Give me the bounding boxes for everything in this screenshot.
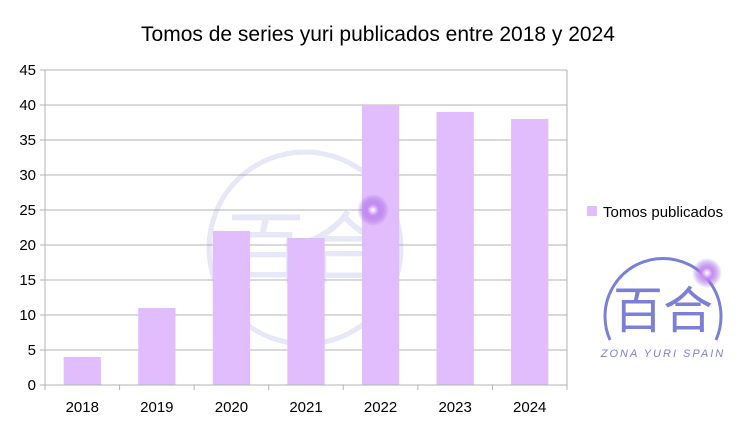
y-tick-label: 5	[28, 342, 36, 359]
bars	[63, 105, 549, 385]
x-tick-label: 2022	[364, 399, 397, 416]
logo-caption: ZONA YURI SPAIN	[600, 348, 726, 360]
zona-yuri-logo: 百合 ZONA YURI SPAIN	[600, 257, 726, 360]
logo-glyphs: 百合	[613, 283, 713, 339]
legend-label: Tomos publicados	[603, 204, 723, 221]
x-tick-label: 2018	[66, 399, 99, 416]
bar-2020	[212, 231, 251, 385]
y-tick-label: 10	[19, 307, 36, 324]
y-tick-label: 20	[19, 237, 36, 254]
x-tick-label: 2021	[289, 399, 322, 416]
watermark-sparkle	[357, 194, 389, 226]
x-tick-label: 2023	[438, 399, 471, 416]
bar-2023	[436, 112, 474, 385]
y-tick-label: 0	[28, 377, 36, 394]
y-tick-label: 15	[19, 272, 36, 289]
x-tick-label: 2019	[140, 399, 173, 416]
bar-2022	[361, 105, 400, 385]
y-tick-label: 40	[19, 97, 36, 114]
x-tick-label: 2024	[513, 399, 546, 416]
y-tick-labels: 0 5 10 15 20 25 30 35 40 45	[19, 62, 36, 394]
y-tick-label: 30	[19, 167, 36, 184]
legend: Tomos publicados	[587, 204, 723, 221]
legend-swatch	[587, 206, 597, 216]
bar-2024	[511, 119, 549, 385]
x-tick-labels: 2018 2019 2020 2021 2022 2023 2024	[44, 384, 568, 416]
y-tick-label: 45	[19, 62, 36, 79]
bar-2021	[287, 238, 325, 385]
y-tick-label: 35	[19, 132, 36, 149]
bar-2018	[63, 357, 101, 385]
chart-title: Tomos de series yuri publicados entre 20…	[141, 23, 615, 46]
logo-sparkle	[692, 258, 722, 288]
bar-2019	[138, 308, 176, 385]
x-tick-label: 2020	[215, 399, 248, 416]
y-tick-label: 25	[19, 202, 36, 219]
